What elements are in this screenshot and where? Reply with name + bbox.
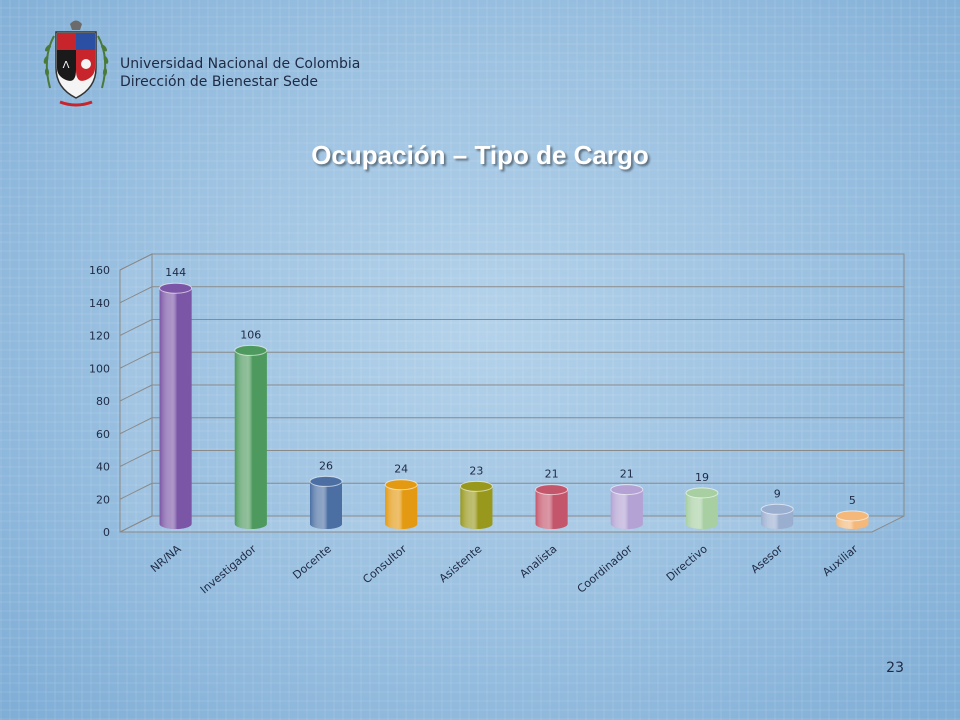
gridline-side [119, 286, 153, 304]
slide-title: Ocupación – Tipo de Cargo [311, 140, 649, 170]
gridline-side [119, 319, 153, 336]
data-label: 9 [774, 487, 781, 500]
bar-coordinador [610, 484, 644, 529]
bar-investigador [234, 344, 268, 529]
bar-body [610, 489, 643, 529]
y-tick-label: 100 [89, 362, 110, 375]
y-tick-label: 140 [89, 297, 110, 310]
bar-top [384, 479, 418, 491]
gridline-side [119, 482, 153, 500]
gridline-side [119, 515, 153, 533]
x-tick-label: Asesor [748, 542, 785, 576]
bar-body [460, 486, 493, 529]
chart-bars [159, 282, 869, 529]
bar-auxiliar [835, 510, 869, 529]
bar-top [459, 480, 493, 492]
bar-nr-na [159, 282, 193, 529]
data-label: 21 [545, 468, 559, 481]
y-tick-label: 120 [89, 330, 110, 343]
bar-body [535, 489, 568, 529]
gridline-side [119, 253, 153, 271]
x-tick-label: Consultor [360, 542, 409, 586]
y-tick-label: 20 [96, 493, 110, 506]
gridline-side [119, 351, 153, 369]
x-tick-label: Asistente [437, 542, 485, 585]
chart-gridlines [119, 253, 904, 533]
data-label: 21 [620, 468, 634, 481]
bar-body [310, 481, 342, 529]
university-crest-logo: Λ [43, 20, 109, 107]
header: Λ Universidad Nacional de Colombia Direc… [40, 18, 440, 118]
x-tick-label: Coordinador [575, 542, 635, 596]
y-tick-label: 60 [96, 428, 110, 441]
bar-body [761, 509, 794, 529]
y-axis-ticks: 0 20 40 60 80 100 120 140 160 [89, 264, 110, 539]
data-label: 26 [319, 459, 333, 472]
bar-top [234, 344, 268, 356]
bar-asistente [459, 480, 493, 529]
bar-analista [535, 484, 569, 529]
x-tick-label: Analista [517, 542, 559, 580]
x-axis-ticks: NR/NA Investigador Docente Consultor Asisten… [148, 542, 861, 596]
bar-consultor [384, 479, 418, 529]
y-tick-label: 80 [96, 395, 110, 408]
gridline-side [119, 417, 153, 435]
bar-body [234, 350, 267, 529]
bar-top [610, 484, 644, 496]
x-tick-label: Docente [290, 542, 334, 582]
y-tick-label: 160 [89, 264, 110, 277]
bar-top [309, 475, 343, 487]
y-tick-label: 0 [103, 526, 110, 539]
bar-top [535, 484, 569, 496]
institution-name: Universidad Nacional de Colombia [120, 56, 361, 72]
bar-top [685, 487, 719, 499]
bar-top [159, 282, 193, 294]
data-label: 23 [469, 464, 483, 477]
page-number: 23 [886, 660, 904, 676]
data-label: 144 [165, 266, 186, 279]
bar-top [760, 503, 794, 515]
bar-body [159, 288, 192, 529]
x-tick-label: Investigador [198, 542, 259, 596]
x-tick-label: Directivo [664, 542, 710, 584]
data-label: 5 [849, 494, 856, 507]
gridline-side [119, 450, 153, 467]
bar-asesor [760, 503, 794, 529]
bar-top [835, 510, 869, 522]
bar-docente [309, 475, 343, 529]
x-tick-label: NR/NA [148, 542, 184, 575]
gridline-side [119, 384, 153, 402]
department-name: Dirección de Bienestar Sede [120, 74, 319, 90]
x-tick-label: Auxiliar [820, 542, 860, 579]
data-label: 24 [394, 463, 408, 476]
svg-text:Λ: Λ [63, 60, 70, 71]
bar-directivo [685, 487, 719, 529]
data-label: 19 [695, 471, 709, 484]
y-tick-label: 40 [96, 461, 110, 474]
bar-body [686, 492, 718, 529]
data-labels: 144 106 26 24 23 21 21 19 9 5 [165, 266, 856, 507]
bar-body [385, 484, 418, 529]
data-label: 106 [240, 328, 261, 341]
